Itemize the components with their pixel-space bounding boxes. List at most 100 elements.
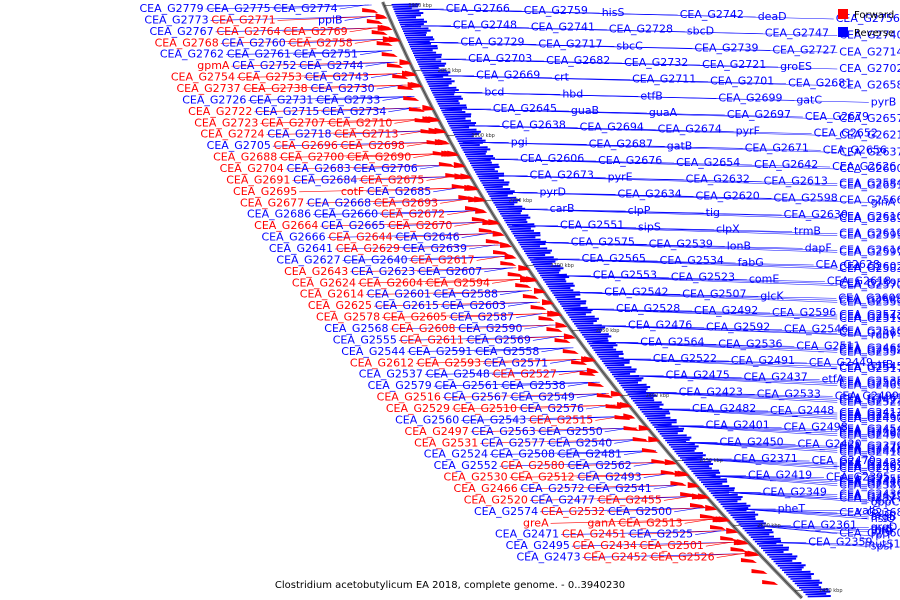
gene-label: CEA_G2468 (839, 341, 900, 354)
forward-gene-arrow (500, 261, 517, 266)
leader-line (293, 50, 390, 56)
gene-label: CEA_G2640 (343, 253, 407, 266)
reverse-gene-arrow (409, 45, 438, 48)
gene-arrows (362, 3, 831, 598)
forward-gene-arrow (660, 470, 677, 475)
leader-line (482, 158, 838, 170)
leader-line (349, 27, 376, 33)
leader-line (407, 8, 834, 20)
gene-label: CEA_G2493 (577, 471, 641, 484)
gene-label: CEA_G2602 (839, 260, 900, 273)
reverse-gene-arrow (449, 124, 475, 127)
reverse-gene-arrow (405, 36, 433, 39)
gene-label: CEA_G2532 (541, 505, 605, 518)
leader-line (352, 164, 449, 170)
gene-label: CEA_G2737 (176, 82, 240, 95)
reverse-gene-arrow (788, 575, 812, 578)
tick-mark (384, 4, 393, 7)
reverse-gene-arrow (580, 331, 601, 334)
leader-line (237, 73, 404, 78)
reverse-gene-arrow (402, 27, 429, 30)
reverse-gene-arrow (431, 89, 459, 92)
leader-line (746, 525, 869, 528)
reverse-gene-arrow (518, 240, 547, 244)
gene-label: CEA_G2726 (182, 93, 246, 106)
reverse-gene-arrow (423, 73, 449, 76)
gene-label: CEA_G2686 (247, 208, 311, 221)
leader-line (499, 290, 527, 296)
gene-label: CEA_G2391 (839, 427, 900, 440)
gene-label: CEA_G2525 (629, 528, 693, 541)
reverse-gene-arrow (720, 502, 747, 505)
gene-label: CEA_G2774 (274, 2, 338, 15)
reverse-gene-arrow (632, 399, 655, 402)
reverse-gene-arrow (598, 355, 619, 358)
forward-gene-arrow (366, 19, 383, 24)
reverse-gene-arrow (454, 133, 479, 136)
reverse-gene-arrow (435, 97, 463, 101)
gene-label: CEA_G2665 (321, 219, 385, 232)
gene-label: thrS (871, 523, 894, 536)
reverse-gene-arrow (397, 16, 417, 19)
tick-label: 2750 kbp (509, 198, 533, 204)
leader-line (454, 108, 838, 120)
leader-line (360, 50, 387, 56)
forward-gene-arrow (680, 492, 697, 497)
reverse-gene-arrow (728, 511, 756, 514)
leader-line (309, 84, 406, 90)
gene-label: CEA_G2599 (839, 229, 900, 242)
leader-line (414, 25, 838, 36)
gene-label: CEA_G2616 (839, 243, 900, 256)
reverse-gene-arrow (462, 148, 491, 151)
gene-label: CEA_G2549 (511, 391, 575, 404)
reverse-gene-arrow (395, 12, 424, 15)
gene-label: CEA_G2598 (774, 191, 838, 204)
forward-gene-arrow (458, 195, 475, 200)
reverse-gene-arrow (508, 225, 536, 228)
gene-label: CEA_G2634 (618, 187, 682, 200)
gene-label: CEA_G2538 (502, 379, 566, 392)
reverse-gene-arrow (712, 493, 738, 497)
gene-label: CEA_G2617 (410, 253, 474, 266)
reverse-gene-arrow (650, 421, 677, 424)
reverse-gene-arrow (485, 188, 511, 191)
reverse-gene-arrow (396, 14, 421, 17)
leader-line (576, 308, 838, 318)
forward-gene-arrow (744, 550, 757, 557)
gene-label: CEA_G2651 (839, 179, 900, 192)
gene-label: CEA_G2759 (524, 4, 588, 17)
leader-line (607, 507, 704, 513)
gene-label: ppiB (318, 13, 343, 26)
forward-gene-arrow (422, 104, 435, 111)
gene-label: CEA_G2646 (395, 231, 459, 244)
reverse-gene-arrow (392, 5, 419, 8)
tick-label: 2500 kbp (757, 523, 781, 529)
reverse-gene-arrow (490, 196, 517, 200)
leader-line (524, 324, 551, 330)
leader-line (695, 530, 722, 536)
gene-label: CEA_G2526 (650, 551, 714, 564)
leader-line (339, 141, 436, 147)
gene-label: CEA_G2705 (207, 139, 271, 152)
gene-label: CEA_G2658 (839, 79, 900, 92)
forward-gene-arrow (546, 327, 563, 332)
leader-line (417, 267, 514, 273)
reverse-gene-arrow (801, 588, 829, 591)
reverse-gene-arrow (515, 236, 536, 239)
leader-line (438, 75, 838, 86)
reverse-gene-arrow (398, 18, 424, 21)
gene-label: CEA_G2521 (839, 395, 900, 408)
gene-label: CEA_G2711 (632, 73, 696, 86)
gene-label: CEA_G2597 (839, 245, 900, 258)
forward-gene-arrow (623, 426, 640, 431)
gene-label: CEA_G2547 (839, 310, 900, 323)
gene-label: deaD (758, 10, 787, 23)
leader-line (373, 198, 470, 204)
forward-gene-arrow (371, 30, 388, 35)
leader-line (272, 141, 439, 147)
leader-line (541, 347, 568, 353)
gene-label: pyrD (540, 185, 567, 198)
reverse-gene-arrow (559, 302, 586, 305)
leader-line (530, 242, 838, 251)
forward-gene-arrow (751, 569, 768, 574)
